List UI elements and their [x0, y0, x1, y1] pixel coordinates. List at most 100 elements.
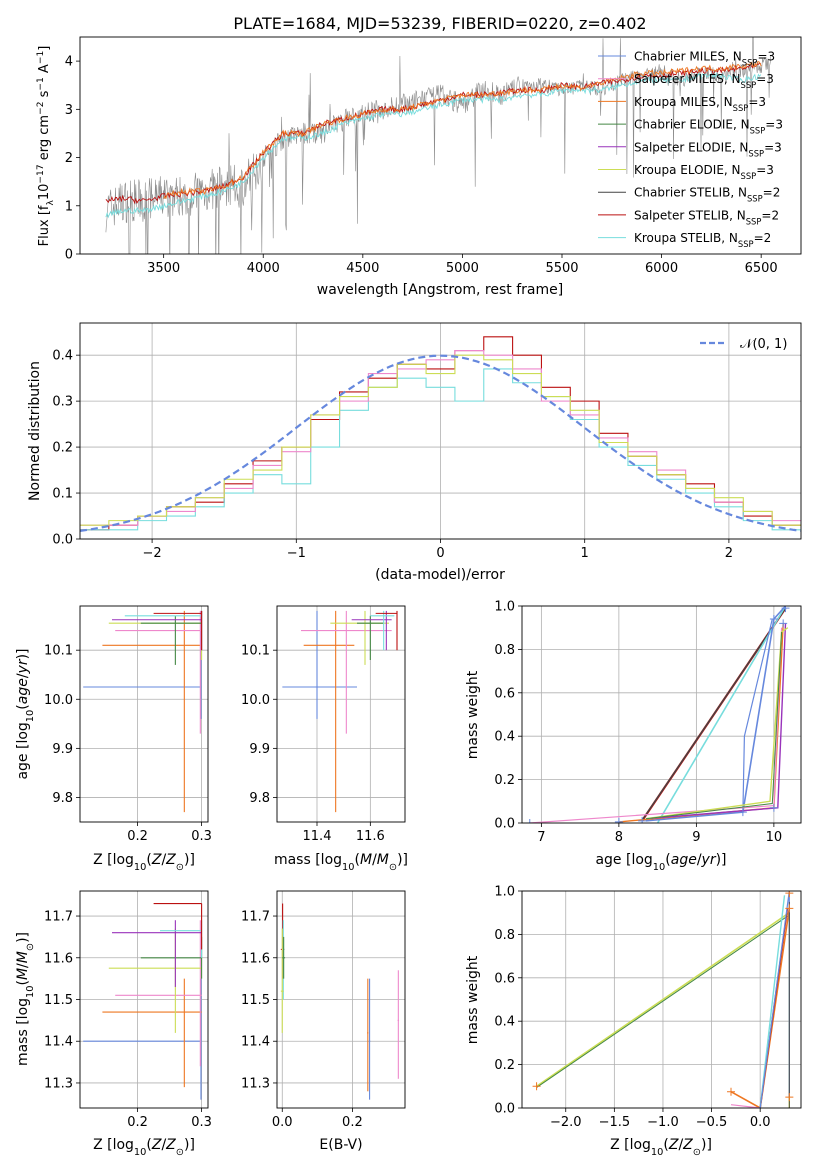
weight-marker	[727, 1087, 736, 1096]
weight-line	[730, 1104, 761, 1108]
x-tick-label: −1	[287, 546, 306, 561]
histogram-kroupa-elodie	[80, 354, 801, 526]
weight-marker	[769, 803, 778, 812]
y-tick-label: 11.5	[44, 993, 73, 1008]
x-tick-label: 11.6	[356, 829, 385, 844]
y-tick-label: 11.6	[44, 951, 73, 966]
axes-frame	[521, 890, 802, 1109]
x-axis-label: wavelength [Angstrom, rest frame]	[317, 282, 563, 298]
y-axis-label: mass [log10(M/M⊙)]	[15, 932, 36, 1066]
y-axis-label: mass weight	[465, 670, 481, 759]
y-tick-label: 0.4	[494, 1015, 515, 1030]
x-tick-label: 7	[537, 830, 545, 845]
axes-residual-hist: −2 −1 0 1 2 0.0 0.1 0.2 0.3 0.4	[52, 322, 802, 561]
y-tick-label: 11.5	[241, 993, 270, 1008]
axes-frame	[276, 890, 406, 1109]
figure-title: PLATE=1684, MJD=53239, FIBERID=0220, z=0…	[233, 14, 646, 33]
y-tick-label: 0.8	[494, 643, 515, 658]
axes-mass-weight-vs-Z: −2.0 −1.5 −1.0 −0.5 0.0 0.0 0.2 0.4 0.6 0.8 1.0	[494, 885, 802, 1130]
weight-marker	[779, 619, 788, 628]
y-tick-label: 0.4	[52, 349, 73, 364]
x-tick-label: −2.0	[550, 1115, 582, 1130]
y-tick-label: 3	[65, 103, 73, 118]
x-tick-label: 4500	[346, 261, 379, 276]
plot-area-mass-vs-ebv	[280, 903, 400, 1100]
weight-line	[759, 895, 786, 1108]
y-tick-label: 1	[65, 199, 73, 214]
x-tick-label: 9	[692, 830, 700, 845]
y-tick-label: 11.4	[241, 1035, 270, 1050]
y-tick-label: 0.1	[52, 487, 73, 502]
weight-line	[536, 914, 790, 1088]
axes-frame	[79, 36, 802, 255]
y-axis-label: Normed distribution	[27, 361, 43, 501]
y-tick-label: 0.6	[494, 971, 515, 986]
x-tick-label: 8	[615, 830, 623, 845]
y-tick-label: 11.7	[241, 910, 270, 925]
legend-label: Salpeter MILES, NSSP=3	[634, 72, 774, 90]
y-tick-label: 9.9	[249, 742, 270, 757]
plot-area-spectrum	[105, 37, 772, 254]
weight-marker	[769, 615, 778, 624]
x-axis-label: (data-model)/error	[375, 567, 505, 583]
y-tick-label: 11.4	[44, 1035, 73, 1050]
axes-mass-vs-ebv: 0.0 0.2 11.3 11.4 11.5 11.6 11.7	[241, 890, 406, 1130]
axes-frame	[79, 890, 209, 1109]
axes-frame	[521, 605, 802, 824]
axes-age-vs-mass: 11.4 11.6 9.8 9.9 10.0 10.1	[241, 605, 406, 844]
y-tick-label: 0.4	[494, 730, 515, 745]
axes-frame	[79, 322, 802, 540]
x-tick-label: 1	[581, 546, 589, 561]
y-tick-label: 2	[65, 151, 73, 166]
x-axis-label: E(B-V)	[319, 1137, 362, 1153]
normal-curve	[80, 354, 801, 532]
y-tick-label: 0.3	[52, 395, 73, 410]
x-axis-label: mass [log10(M/M⊙)]	[274, 852, 408, 873]
weight-line	[641, 607, 787, 821]
x-tick-label: −0.5	[696, 1115, 728, 1130]
weight-line	[742, 618, 773, 813]
x-tick-label: 6500	[745, 261, 778, 276]
y-axis-label: age [log10(age/yr)]	[15, 648, 36, 779]
x-tick-label: 2	[725, 546, 733, 561]
weight-line	[656, 606, 787, 823]
weight-marker	[785, 891, 794, 898]
x-tick-label: −1.5	[599, 1115, 631, 1130]
weight-line	[645, 627, 789, 820]
axes-age-vs-Z: 0.2 0.3 9.8 9.9 10.0 10.1	[44, 605, 212, 844]
series-kroupa-miles	[163, 61, 762, 200]
y-tick-label: 0.0	[494, 817, 515, 832]
x-tick-label: 5500	[545, 261, 578, 276]
legend-label: Kroupa STELIB, NSSP=2	[634, 231, 771, 249]
x-tick-label: 6000	[645, 261, 678, 276]
weight-line	[645, 606, 787, 822]
x-tick-label: 3500	[147, 261, 180, 276]
axes-mass-weight-vs-age: 7 8 9 10 0.0 0.2 0.4 0.6 0.8 1.0	[494, 600, 802, 845]
y-tick-label: 9.9	[52, 742, 73, 757]
plot-area-age-vs-Z	[83, 610, 203, 813]
plot-area-mass-vs-Z	[83, 902, 203, 1100]
plot-area-mass-weight-vs-age	[525, 606, 790, 823]
x-axis-label: Z [log10(Z/Z⊙)]	[93, 1137, 195, 1158]
legend-label: Kroupa MILES, NSSP=3	[634, 95, 766, 113]
x-tick-label: 4000	[247, 261, 280, 276]
weight-line	[730, 908, 791, 1108]
y-tick-label: 0.6	[494, 686, 515, 701]
x-tick-label: −2	[143, 546, 162, 561]
x-tick-label: 0.3	[191, 1115, 212, 1130]
weight-marker	[785, 1093, 794, 1102]
axes-frame	[79, 605, 209, 823]
plot-area-mass-weight-vs-Z	[532, 891, 794, 1108]
y-tick-label: 10.1	[44, 644, 73, 659]
series-kroupa-stelib	[105, 72, 762, 219]
axes-mass-vs-Z: 0.2 0.3 11.3 11.4 11.5 11.6 11.7	[44, 890, 212, 1130]
x-tick-label: −1.0	[647, 1115, 679, 1130]
y-tick-label: 0.0	[52, 533, 73, 548]
y-tick-label: 10.0	[44, 693, 73, 708]
weight-marker	[525, 819, 534, 823]
y-tick-label: 0.2	[494, 773, 515, 788]
legend-label: Chabrier ELODIE, NSSP=3	[634, 118, 783, 136]
y-tick-label: 4	[65, 55, 73, 70]
y-tick-label: 1.0	[494, 885, 515, 900]
weight-line	[645, 631, 783, 820]
